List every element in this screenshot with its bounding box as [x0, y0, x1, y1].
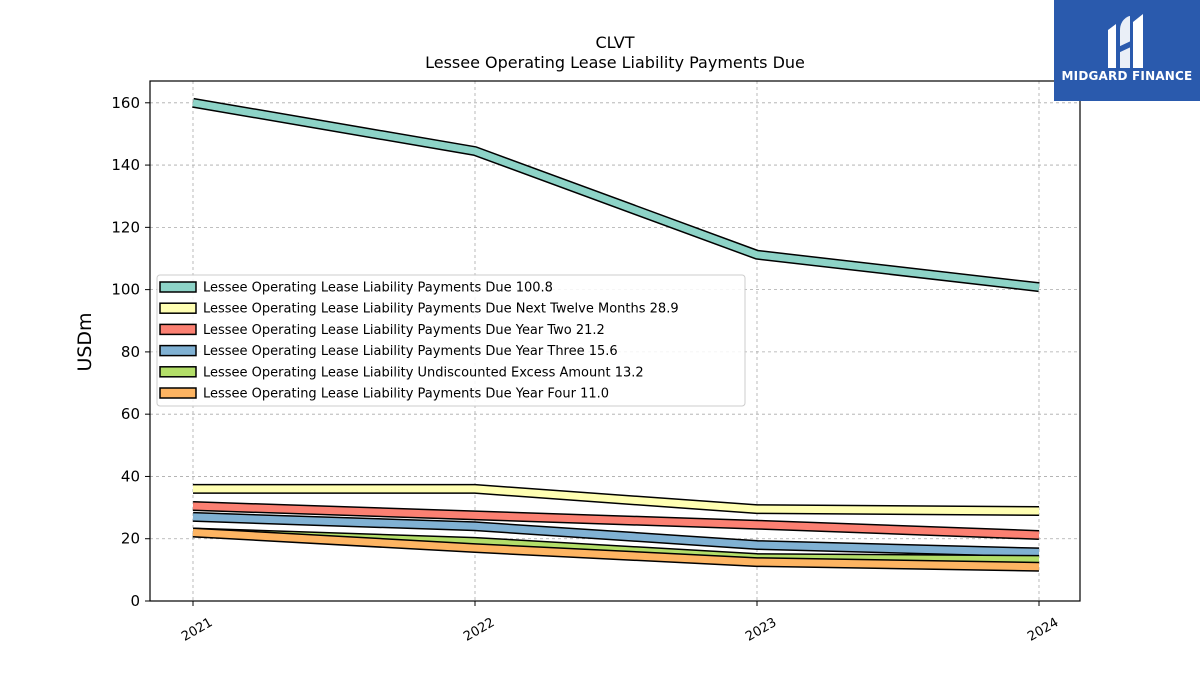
- brand-logo-text: MIDGARD FINANCE: [1061, 69, 1193, 83]
- legend-entry: Lessee Operating Lease Liability Payment…: [203, 302, 679, 317]
- brand-mark-icon: [1108, 14, 1143, 68]
- y-axis-label: USDm: [74, 312, 96, 371]
- y-tick-label: 40: [121, 467, 140, 485]
- y-tick-label: 140: [111, 156, 140, 174]
- series-line: [192, 502, 1040, 539]
- legend: Lessee Operating Lease Liability Payment…: [156, 274, 746, 407]
- series-line-outline: [192, 97, 1040, 293]
- legend-swatch: [159, 323, 197, 336]
- x-tick-label: 2022: [461, 615, 497, 645]
- x-tick-label: 2023: [743, 615, 779, 645]
- legend-swatch: [159, 366, 197, 378]
- x-tick-label: 2024: [1025, 615, 1061, 645]
- legend-entry: Lessee Operating Lease Liability Payment…: [203, 344, 618, 359]
- y-tick-label: 20: [121, 530, 140, 548]
- y-tick-label: 120: [111, 218, 140, 236]
- chart-title: CLVT: [595, 33, 634, 52]
- series-line: [192, 529, 1040, 571]
- y-axis-ticks: 0 20 40 60 80 100 120 140 160: [111, 94, 150, 610]
- x-axis-ticks: 2021 2022 2023 2024: [179, 601, 1061, 645]
- legend-swatch: [159, 387, 197, 399]
- y-tick-label: 80: [121, 343, 140, 361]
- legend-entry: Lessee Operating Lease Liability Payment…: [203, 387, 609, 402]
- series-lines: [192, 97, 1040, 572]
- legend-swatch: [159, 344, 197, 357]
- chart-subtitle: Lessee Operating Lease Liability Payment…: [425, 53, 805, 72]
- legend-entry: Lessee Operating Lease Liability Payment…: [203, 323, 605, 338]
- y-tick-label: 60: [121, 405, 140, 423]
- legend-swatch: [159, 302, 197, 314]
- y-tick-label: 100: [111, 281, 140, 299]
- series-line: [192, 99, 1040, 291]
- x-tick-label: 2021: [179, 615, 215, 645]
- y-tick-label: 160: [111, 94, 140, 112]
- legend-box: [156, 274, 746, 407]
- legend-swatch: [159, 281, 197, 293]
- plot-frame: [149, 80, 1081, 602]
- legend-entry: Lessee Operating Lease Liability Payment…: [203, 281, 553, 296]
- legend-entry: Lessee Operating Lease Liability Undisco…: [203, 365, 644, 380]
- brand-logo: MIDGARD FINANCE: [1054, 0, 1200, 101]
- series-line: [193, 485, 1040, 515]
- y-tick-label: 0: [130, 592, 140, 610]
- series-line: [192, 513, 1040, 556]
